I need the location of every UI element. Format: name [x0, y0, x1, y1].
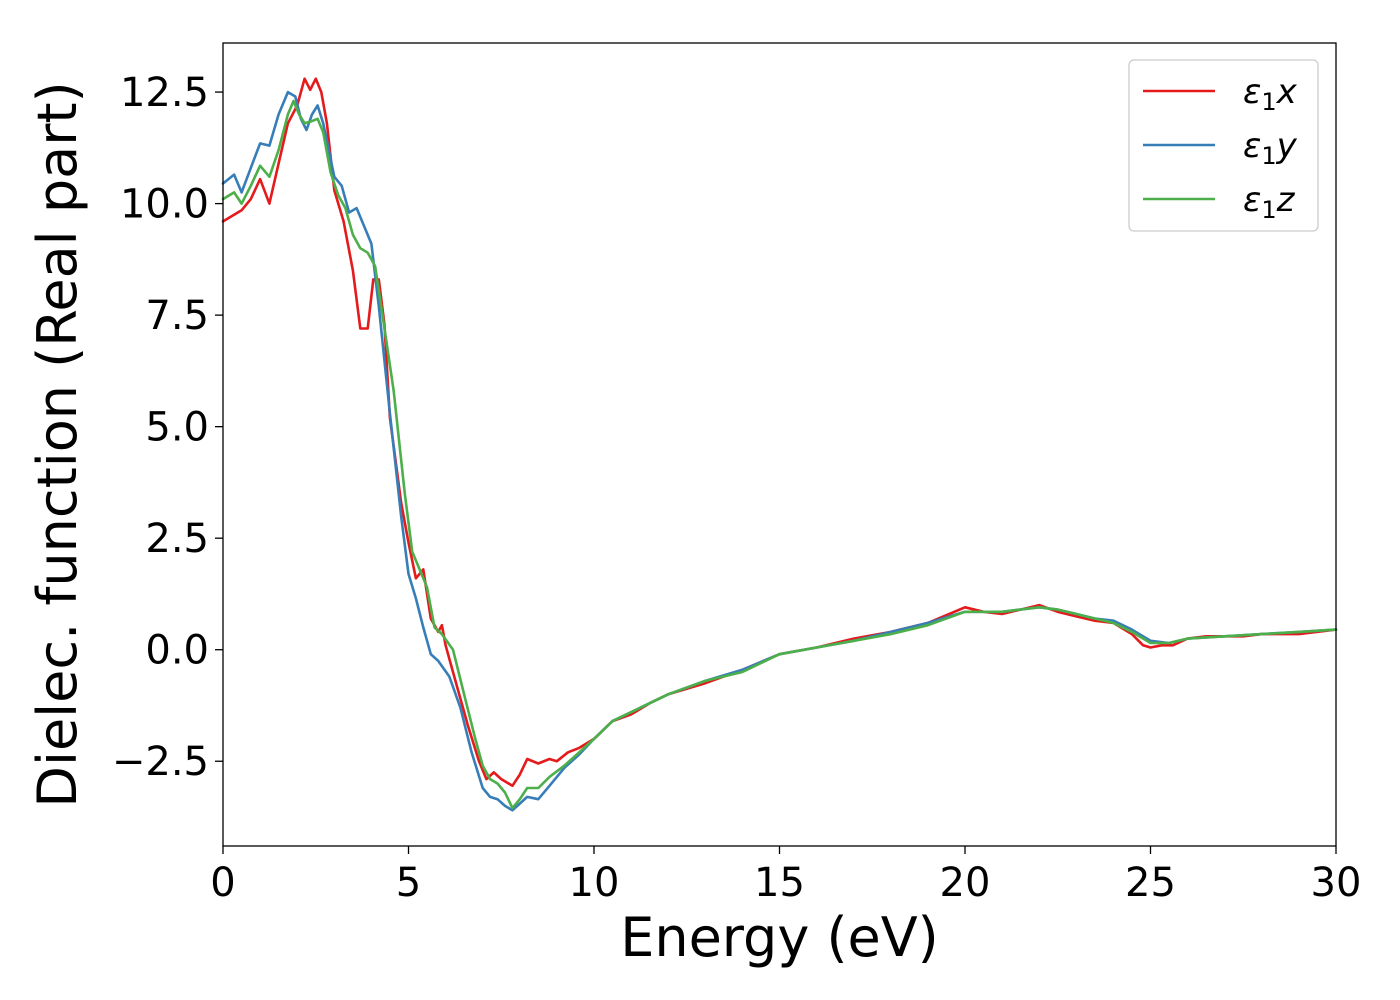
y-axis: −2.5 0.0 2.5 5.0 7.5 10.0 12.5 — [112, 70, 223, 785]
x-tick-label: 15 — [754, 860, 805, 906]
x-tick-label: 5 — [396, 860, 421, 906]
x-tick-label: 10 — [569, 860, 620, 906]
legend-box — [1128, 59, 1319, 232]
y-tick-label: 2.5 — [145, 516, 209, 562]
legend-label-y: ε1y — [1243, 126, 1298, 170]
x-tick-label: 20 — [940, 860, 991, 906]
series-lines — [221, 77, 1338, 812]
x-tick-label: 30 — [1311, 860, 1362, 906]
y-tick-label: 5.0 — [145, 405, 209, 451]
y-axis-title: Dielec. function (Real part) — [26, 81, 89, 807]
series-line-z — [221, 99, 1338, 810]
x-tick-label: 0 — [210, 860, 235, 906]
x-axis-title: Energy (eV) — [620, 906, 939, 969]
legend: ε1x ε1y ε1z — [1128, 59, 1319, 232]
y-tick-label: −2.5 — [112, 739, 209, 785]
y-tick-label: 10.0 — [120, 182, 209, 228]
x-axis: 0 5 10 15 20 25 30 — [210, 846, 1361, 906]
y-tick-label: 12.5 — [120, 70, 209, 116]
legend-label-z: ε1z — [1243, 180, 1296, 224]
legend-label-x: ε1x — [1243, 72, 1298, 116]
y-tick-label: 0.0 — [145, 628, 209, 674]
y-tick-label: 7.5 — [145, 293, 209, 339]
x-tick-label: 25 — [1125, 860, 1176, 906]
